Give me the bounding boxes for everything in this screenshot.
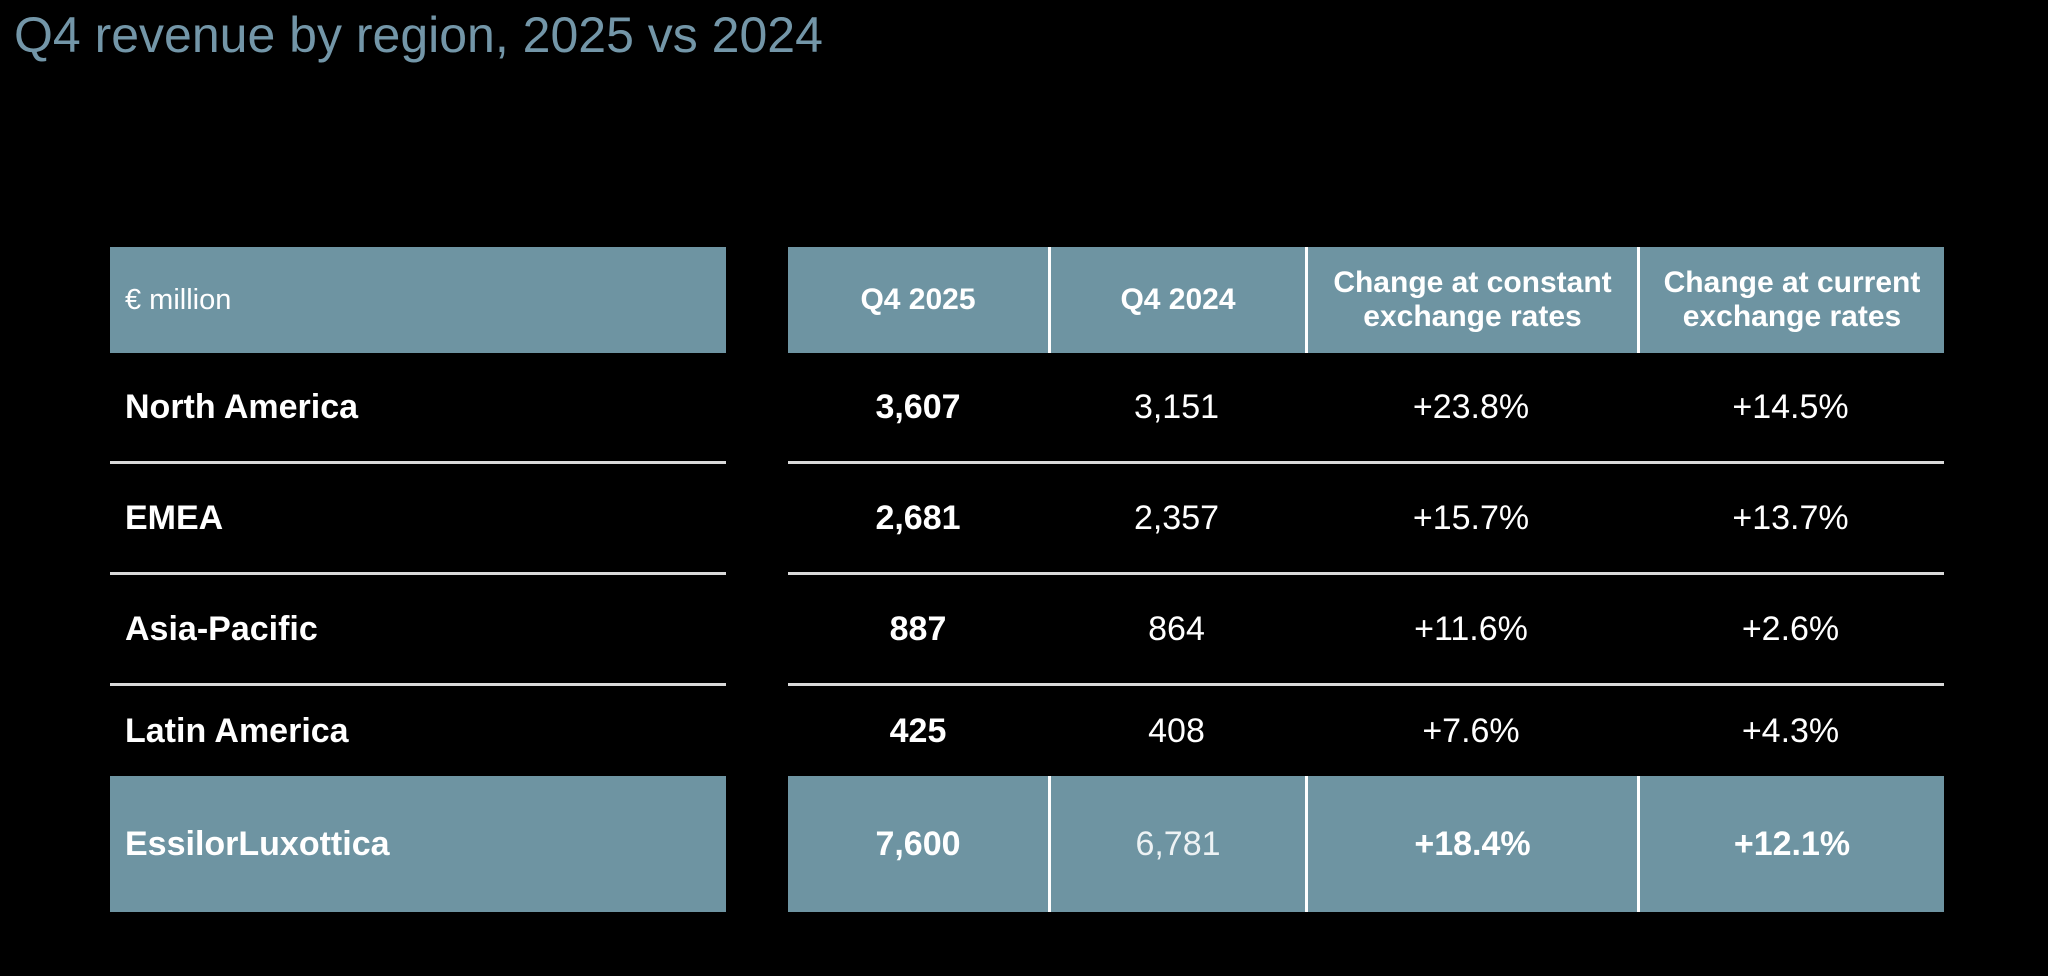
table-row-asia-pacific: Asia-Pacific 887 864 +11.6% +2.6% <box>110 575 1944 686</box>
column-gap <box>726 464 788 575</box>
table-row-north-america: North America 3,607 3,151 +23.8% +14.5% <box>110 353 1944 464</box>
row-values: 2,681 2,357 +15.7% +13.7% <box>788 464 1944 575</box>
change-constant-value: +11.6% <box>1414 609 1528 648</box>
total-values: 7,600 6,781 +18.4% +12.1% <box>788 776 1944 912</box>
total-change-constant-value: +18.4% <box>1305 776 1637 912</box>
table-total-row: EssilorLuxottica 7,600 6,781 +18.4% +12.… <box>110 776 1944 912</box>
q4-2025-value: 425 <box>889 711 947 750</box>
q4-2024-value: 3,151 <box>1133 387 1220 426</box>
table-header-row: € million Q4 2025 Q4 2024 Change at cons… <box>110 247 1944 353</box>
row-values: 425 408 +7.6% +4.3% <box>788 686 1944 776</box>
q4-2025-value: 2,681 <box>875 498 961 537</box>
q4-2025-value: 3,607 <box>875 387 961 426</box>
change-constant-value: +15.7% <box>1412 498 1530 537</box>
slide-title: Q4 revenue by region, 2025 vs 2024 <box>14 7 823 63</box>
q4-2024-value: 864 <box>1148 609 1205 648</box>
change-current-value: +14.5% <box>1732 387 1849 426</box>
column-gap <box>726 686 788 776</box>
column-gap <box>726 247 788 353</box>
total-q4-2024-value: 6,781 <box>1048 776 1305 912</box>
table-row-emea: EMEA 2,681 2,357 +15.7% +13.7% <box>110 464 1944 575</box>
change-constant-value: +23.8% <box>1412 387 1530 426</box>
change-constant-value: +7.6% <box>1422 711 1520 750</box>
change-current-value: +4.3% <box>1741 711 1840 750</box>
region-label: Asia-Pacific <box>110 575 726 686</box>
region-label: North America <box>110 353 726 464</box>
q4-2025-value: 887 <box>889 609 947 648</box>
total-q4-2025-value: 7,600 <box>788 776 1048 912</box>
revenue-by-region-table: € million Q4 2025 Q4 2024 Change at cons… <box>110 247 1944 912</box>
column-header-change-constant: Change at constant exchange rates <box>1305 247 1637 353</box>
change-current-value: +13.7% <box>1732 498 1849 537</box>
total-change-current-value: +12.1% <box>1637 776 1944 912</box>
column-gap <box>726 353 788 464</box>
column-header-change-current: Change at current exchange rates <box>1637 247 1944 353</box>
row-values: 887 864 +11.6% +2.6% <box>788 575 1944 686</box>
q4-2024-value: 2,357 <box>1133 498 1220 537</box>
unit-label-cell: € million <box>110 247 726 353</box>
column-header-q4-2024: Q4 2024 <box>1048 247 1305 353</box>
header-values-group: Q4 2025 Q4 2024 Change at constant excha… <box>788 247 1944 353</box>
region-label: EMEA <box>110 464 726 575</box>
column-header-q4-2025: Q4 2025 <box>788 247 1048 353</box>
column-gap <box>726 776 788 912</box>
table-row-latin-america: Latin America 425 408 +7.6% +4.3% <box>110 686 1944 776</box>
q4-2024-value: 408 <box>1148 711 1205 750</box>
change-current-value: +2.6% <box>1741 609 1840 648</box>
region-label: Latin America <box>125 711 349 750</box>
total-label: EssilorLuxottica <box>110 776 726 912</box>
row-values: 3,607 3,151 +23.8% +14.5% <box>788 353 1944 464</box>
column-gap <box>726 575 788 686</box>
